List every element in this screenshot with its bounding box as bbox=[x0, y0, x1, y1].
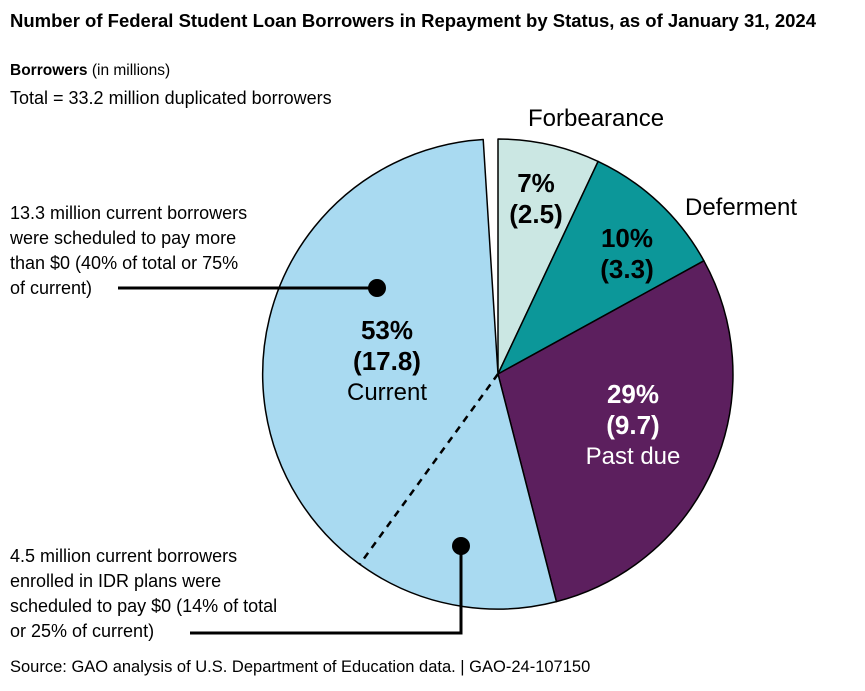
leader-line-pay-zero bbox=[190, 553, 463, 635]
slice-label-past-due: 29% (9.7) Past due bbox=[586, 379, 681, 473]
forbearance-count: (2.5) bbox=[509, 199, 563, 229]
slice-label-deferment-values: 10% (3.3) bbox=[600, 223, 653, 285]
leader-dot-pay-more bbox=[368, 279, 386, 297]
annotation-line: scheduled to pay $0 (14% of total bbox=[10, 596, 278, 616]
annotation-line: 13.3 million current borrowers bbox=[10, 203, 248, 223]
annotation-pay-zero: 4.5 million current borrowers enrolled i… bbox=[10, 544, 277, 644]
pie-slice-forbearance bbox=[497, 138, 599, 375]
annotation-line: enrolled in IDR plans were bbox=[10, 571, 222, 591]
forbearance-name: Forbearance bbox=[528, 105, 665, 132]
current-percent: 53% bbox=[360, 315, 414, 345]
current-name: Current bbox=[346, 379, 428, 406]
annotation-pay-more: 13.3 million current borrowers were sche… bbox=[10, 201, 247, 301]
axis-label-bold: Borrowers bbox=[10, 62, 88, 79]
forbearance-percent: 7% bbox=[517, 168, 555, 198]
annotation-line: were scheduled to pay more bbox=[10, 228, 237, 248]
deferment-percent: 10% bbox=[600, 223, 654, 253]
slice-label-forbearance-values: 7% (2.5) bbox=[509, 168, 562, 230]
source-note: Source: GAO analysis of U.S. Department … bbox=[10, 658, 591, 676]
pie-slice-past-due bbox=[497, 260, 734, 603]
past-due-percent: 29% bbox=[606, 379, 660, 409]
pie-slice-current bbox=[261, 138, 558, 610]
slice-label-current: 53% (17.8) Current bbox=[347, 315, 427, 409]
current-count: (17.8) bbox=[353, 346, 421, 376]
deferment-count: (3.3) bbox=[600, 254, 654, 284]
total-label: Total = 33.2 million duplicated borrower… bbox=[10, 88, 332, 108]
pie-slice-deferment bbox=[497, 160, 705, 375]
deferment-name: Deferment bbox=[685, 194, 798, 221]
annotation-line: or 25% of current) bbox=[10, 621, 155, 641]
leader-dot-pay-zero bbox=[452, 537, 470, 555]
axis-label: Borrowers (in millions) bbox=[10, 62, 170, 80]
current-split-divider-line bbox=[358, 373, 500, 565]
axis-label-rest: (in millions) bbox=[87, 62, 171, 79]
figure-title: Number of Federal Student Loan Borrowers… bbox=[10, 10, 816, 31]
past-due-count: (9.7) bbox=[606, 410, 660, 440]
annotation-line: of current) bbox=[10, 278, 93, 298]
annotation-line: than $0 (40% of total or 75% bbox=[10, 253, 239, 273]
past-due-name: Past due bbox=[585, 443, 681, 470]
annotation-line: 4.5 million current borrowers bbox=[10, 546, 238, 566]
pie-slices bbox=[261, 138, 734, 610]
